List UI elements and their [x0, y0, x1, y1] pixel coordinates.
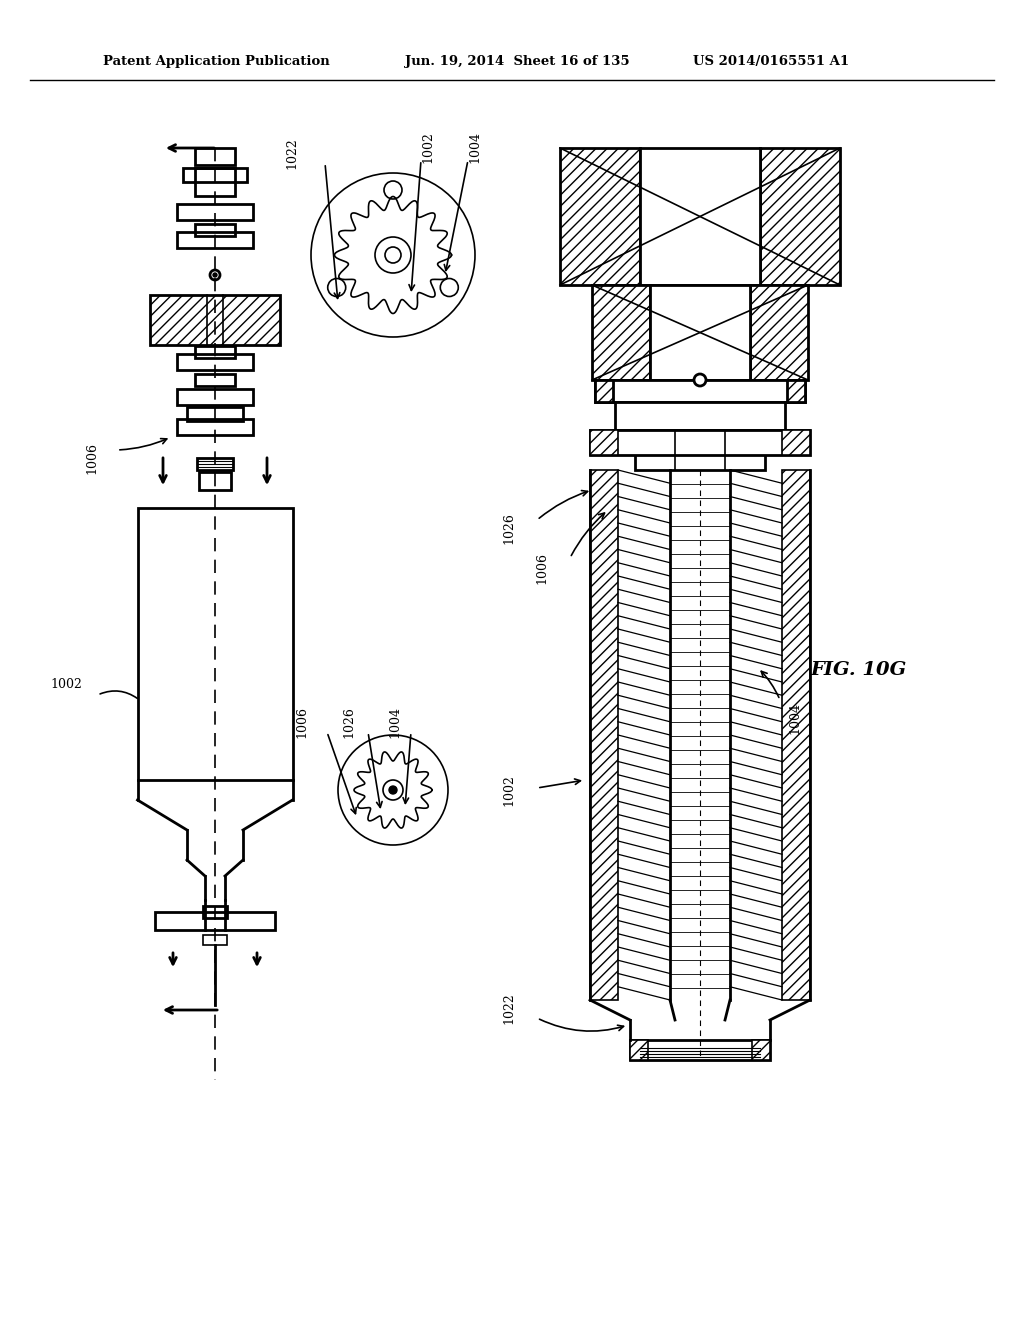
Text: 1006: 1006	[295, 706, 308, 738]
Text: US 2014/0165551 A1: US 2014/0165551 A1	[693, 55, 849, 69]
Text: FIG. 10G: FIG. 10G	[810, 661, 906, 678]
Bar	[752, 1040, 770, 1060]
Text: Jun. 19, 2014  Sheet 16 of 135: Jun. 19, 2014 Sheet 16 of 135	[406, 55, 630, 69]
Bar	[195, 224, 234, 236]
Bar	[592, 285, 650, 380]
Bar	[183, 168, 247, 182]
Bar	[595, 380, 613, 403]
Text: 1004: 1004	[388, 706, 401, 738]
Bar	[650, 285, 750, 380]
Text: 1004: 1004	[468, 131, 481, 162]
Text: 1006: 1006	[535, 552, 548, 583]
Bar	[750, 285, 808, 380]
Bar	[195, 148, 234, 165]
Text: Patent Application Publication: Patent Application Publication	[103, 55, 330, 69]
Bar	[782, 470, 810, 1001]
Bar	[595, 380, 805, 403]
Bar	[630, 1040, 770, 1060]
Circle shape	[213, 273, 217, 277]
Text: 1006: 1006	[85, 442, 98, 474]
Bar	[560, 148, 640, 285]
Bar	[640, 148, 760, 285]
Bar	[203, 935, 227, 945]
Bar	[177, 205, 253, 220]
Bar	[590, 430, 618, 455]
Text: 1026: 1026	[342, 706, 355, 738]
Bar	[195, 374, 234, 385]
Text: 1004: 1004	[788, 702, 801, 734]
Bar	[635, 430, 765, 470]
Bar	[150, 294, 280, 345]
Bar	[782, 430, 810, 455]
Bar	[195, 346, 234, 358]
Bar	[177, 418, 253, 436]
Bar	[195, 168, 234, 195]
Text: 1002: 1002	[502, 774, 515, 807]
Bar	[177, 389, 253, 405]
Text: 1022: 1022	[502, 993, 515, 1024]
Text: 1022: 1022	[285, 137, 298, 169]
Bar	[197, 458, 233, 470]
Text: 1002: 1002	[421, 131, 434, 162]
Text: 1026: 1026	[502, 512, 515, 544]
Bar	[199, 473, 231, 490]
Bar	[590, 470, 618, 1001]
Bar	[177, 354, 253, 370]
Circle shape	[389, 785, 397, 795]
Circle shape	[210, 271, 220, 280]
Bar	[630, 1040, 648, 1060]
Text: 1002: 1002	[50, 678, 83, 692]
Bar	[590, 430, 810, 455]
Bar	[203, 906, 227, 917]
Bar	[187, 407, 243, 421]
Bar	[137, 508, 293, 780]
Bar	[787, 380, 805, 403]
Bar	[177, 232, 253, 248]
Circle shape	[694, 374, 706, 385]
Bar	[615, 403, 785, 430]
Bar	[155, 912, 275, 931]
Bar	[760, 148, 840, 285]
